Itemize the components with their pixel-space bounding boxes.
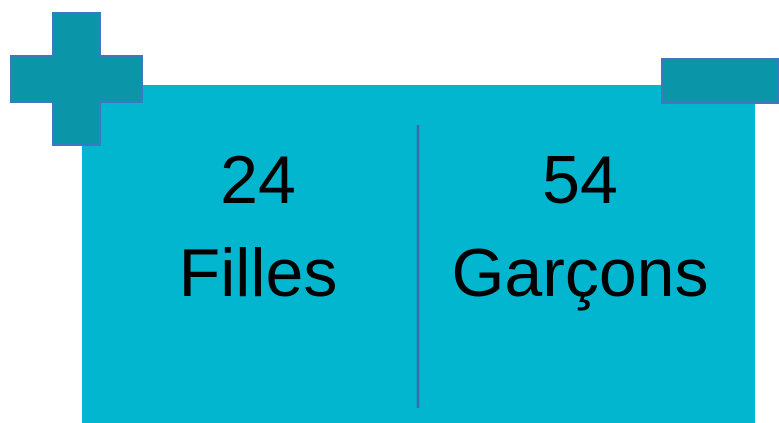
plus-terminal (10, 12, 143, 146)
cell-label: Filles (179, 235, 338, 311)
minus-terminal (661, 58, 779, 104)
cell-label: Garçons (452, 235, 709, 311)
cell-value: 24 (220, 142, 296, 218)
cell-value: 54 (542, 142, 618, 218)
